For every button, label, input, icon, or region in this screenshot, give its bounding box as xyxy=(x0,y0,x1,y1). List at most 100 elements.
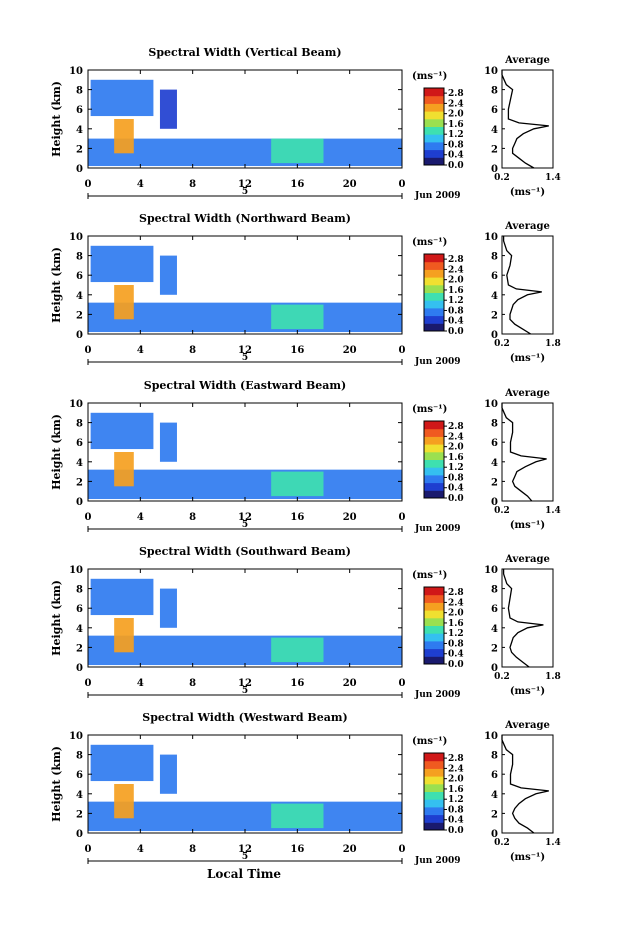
colorbar-segment xyxy=(424,103,444,106)
colorbar-segment xyxy=(424,588,444,592)
heatmap-region xyxy=(90,79,154,117)
average-unit: (ms⁻¹) xyxy=(510,686,545,697)
colorbar-segment xyxy=(424,471,444,474)
heatmap-region xyxy=(114,119,134,154)
colorbar-tick-label: 0.0 xyxy=(448,494,464,504)
x-tick-label: 0 xyxy=(399,512,406,523)
colorbar-segment xyxy=(424,486,444,489)
average-x-tick-label: 0.2 xyxy=(494,173,510,183)
colorbar-segment xyxy=(424,768,444,771)
y-axis-label: Height (km) xyxy=(50,414,63,490)
x-tick-label: 4 xyxy=(137,678,144,689)
average-y-tick-label: 10 xyxy=(484,232,498,243)
colorbar-segment xyxy=(424,444,444,447)
colorbar-segment xyxy=(424,259,444,263)
y-tick-label: 0 xyxy=(76,497,83,508)
colorbar-segment xyxy=(424,91,444,95)
colorbar-segment xyxy=(424,313,444,317)
x-tick-label: 4 xyxy=(137,844,144,855)
colorbar-segment xyxy=(424,159,444,162)
colorbar-segment xyxy=(424,311,444,315)
colorbar-segment xyxy=(424,814,444,818)
colorbar-tick-label: 2.0 xyxy=(448,276,464,286)
colorbar-segment xyxy=(424,789,444,792)
x-tick-label: 20 xyxy=(343,179,357,190)
x-tick-label: 12 xyxy=(238,512,252,523)
colorbar-tick-label: 2.0 xyxy=(448,609,464,619)
colorbar-segment xyxy=(424,99,444,102)
y-tick-label: 2 xyxy=(76,643,83,654)
colorbar-segment xyxy=(424,783,444,787)
panel-1: Spectral Width (Vertical Beam) 0 2 4 6 8 10 Hei… xyxy=(50,46,561,201)
average-profile-line xyxy=(501,403,547,502)
colorbar-tick-label: 0.0 xyxy=(448,327,464,337)
average-y-tick-label: 6 xyxy=(491,604,498,615)
colorbar-segment xyxy=(424,88,444,91)
average-y-tick-label: 8 xyxy=(491,419,498,430)
colorbar-segment xyxy=(424,793,444,796)
colorbar-segment xyxy=(424,631,444,634)
average-y-tick-label: 6 xyxy=(491,770,498,781)
colorbar-tick-label: 0.8 xyxy=(448,306,464,316)
colorbar-segment xyxy=(424,267,444,270)
y-axis-label: Height (km) xyxy=(50,746,63,822)
colorbar-tick-label: 1.2 xyxy=(448,296,464,306)
average-y-tick-label: 6 xyxy=(491,105,498,116)
colorbar-segment xyxy=(424,762,444,766)
heatmap-region xyxy=(88,138,402,167)
average-title: Average xyxy=(504,388,550,399)
colorbar-segment xyxy=(424,282,444,286)
colorbar-segment xyxy=(424,787,444,791)
x-tick-label: 16 xyxy=(290,844,304,855)
colorbar-segment xyxy=(424,785,444,789)
heatmap-region xyxy=(114,452,134,487)
colorbar-segment xyxy=(424,89,444,93)
x-tick-label: 0 xyxy=(85,345,92,356)
colorbar-tick-label: 2.0 xyxy=(448,110,464,120)
average-y-tick-label: 0 xyxy=(491,663,498,674)
average-y-tick-label: 0 xyxy=(491,164,498,175)
average-unit: (ms⁻¹) xyxy=(510,520,545,531)
heatmap-region xyxy=(159,89,177,129)
y-tick-label: 0 xyxy=(76,663,83,674)
y-tick-label: 4 xyxy=(76,790,83,801)
colorbar-segment xyxy=(424,812,444,816)
colorbar-segment xyxy=(424,797,444,800)
average-y-tick-label: 0 xyxy=(491,829,498,840)
colorbar-segment xyxy=(424,610,444,613)
x-tick-label: 16 xyxy=(290,512,304,523)
average-x-tick-label: 1.8 xyxy=(545,672,561,682)
colorbar-segment xyxy=(424,625,444,628)
colorbar-frame xyxy=(423,420,445,499)
average-y-tick-label: 2 xyxy=(491,643,498,654)
colorbar-segment xyxy=(424,801,444,804)
colorbar-segment xyxy=(424,455,444,459)
date-label: Jun 2009 xyxy=(414,856,461,866)
colorbar-segment xyxy=(424,660,444,663)
y-tick-label: 6 xyxy=(76,438,83,449)
y-tick-label: 10 xyxy=(69,399,83,410)
colorbar-unit: (ms⁻¹) xyxy=(412,570,447,581)
colorbar-segment xyxy=(424,646,444,650)
colorbar-segment xyxy=(424,590,444,594)
colorbar-segment xyxy=(424,321,444,324)
average-title: Average xyxy=(504,55,550,66)
average-frame xyxy=(501,734,554,834)
x-tick-label: 8 xyxy=(189,678,196,689)
colorbar-segment xyxy=(424,428,444,432)
heatmap-region xyxy=(114,618,134,653)
colorbar-tick-label: 0.0 xyxy=(448,161,464,171)
average-y-tick-label: 10 xyxy=(484,66,498,77)
colorbar-segment xyxy=(424,474,444,478)
colorbar-tick-label: 2.8 xyxy=(448,588,464,598)
colorbar-segment xyxy=(424,440,444,443)
colorbar-tick-label: 2.8 xyxy=(448,422,464,432)
x-tick-label: 0 xyxy=(399,345,406,356)
colorbar-segment xyxy=(424,93,444,97)
colorbar-tick-label: 1.6 xyxy=(448,286,464,296)
colorbar-segment xyxy=(424,116,444,120)
colorbar-segment xyxy=(424,298,444,301)
colorbar-unit: (ms⁻¹) xyxy=(412,736,447,747)
colorbar-segment xyxy=(424,465,444,468)
colorbar-segment xyxy=(424,141,444,145)
